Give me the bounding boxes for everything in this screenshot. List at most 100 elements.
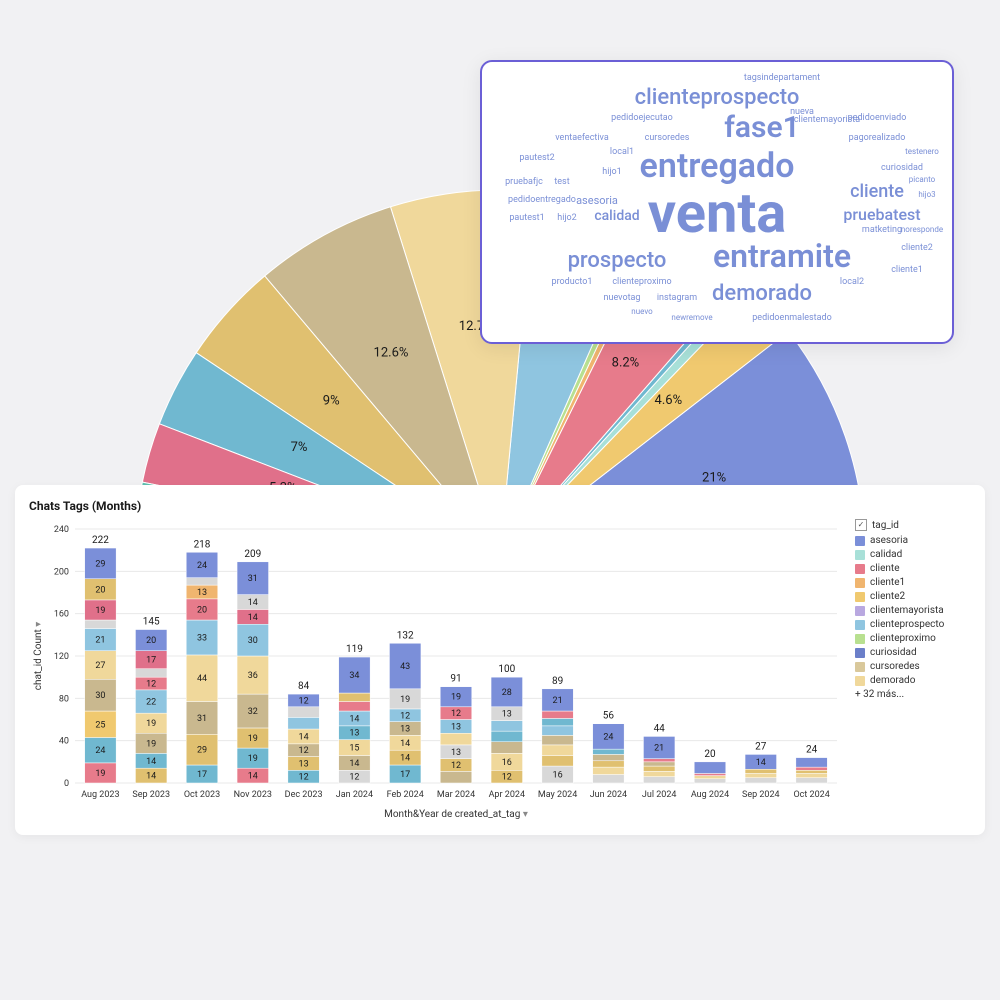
wordcloud-word: cliente2 xyxy=(901,243,933,253)
bar-segment xyxy=(643,771,674,776)
legend-item[interactable]: demorado xyxy=(855,675,975,686)
bar-segment xyxy=(593,724,624,749)
wordcloud-word: cliente xyxy=(850,181,904,202)
legend-item[interactable]: cursoredes xyxy=(855,661,975,672)
bar-segment xyxy=(186,655,217,702)
wordcloud-word: pagorealizado xyxy=(849,133,906,143)
wordcloud-word: nuevo xyxy=(631,307,653,316)
wordcloud-word: producto1 xyxy=(552,277,593,287)
bar-segment xyxy=(745,769,776,773)
bar-segment xyxy=(237,768,268,783)
wordcloud-word: entramite xyxy=(713,237,851,275)
bar-segment xyxy=(135,768,166,783)
svg-text:Nov 2023: Nov 2023 xyxy=(234,790,272,800)
bar-segment xyxy=(135,630,166,651)
bar-segment xyxy=(389,643,420,689)
legend-item[interactable]: clienteproximo xyxy=(855,633,975,644)
legend-item[interactable]: cliente1 xyxy=(855,577,975,588)
bar-segment xyxy=(440,771,471,783)
svg-text:56: 56 xyxy=(603,711,615,722)
bar-segment xyxy=(85,620,116,628)
pie-slice-label: 7% xyxy=(291,440,308,455)
wordcloud-word: local1 xyxy=(610,147,634,157)
svg-text:89: 89 xyxy=(552,676,563,687)
svg-text:Oct 2024: Oct 2024 xyxy=(793,790,829,800)
legend-item[interactable]: asesoria xyxy=(855,535,975,546)
legend-more[interactable]: + 32 más... xyxy=(855,689,975,700)
bar-segment xyxy=(542,766,573,783)
legend-item[interactable]: cliente2 xyxy=(855,591,975,602)
bar-segment xyxy=(186,620,217,655)
legend-item[interactable]: curiosidad xyxy=(855,647,975,658)
bar-segment xyxy=(186,599,217,620)
bar-segment xyxy=(593,754,624,760)
bar-segment xyxy=(593,749,624,754)
pie-slice-label: 21% xyxy=(702,471,726,486)
svg-text:209: 209 xyxy=(244,549,261,560)
wordcloud-word: hijo3 xyxy=(918,190,935,199)
bar-segment xyxy=(135,753,166,768)
bar-segment xyxy=(389,709,420,722)
wordcloud-word: entregado xyxy=(640,146,795,186)
bar-segment xyxy=(85,711,116,737)
bar-segment xyxy=(593,767,624,774)
bar-segment xyxy=(491,753,522,770)
bar-segment xyxy=(440,745,471,759)
wordcloud-word: asesoria xyxy=(576,194,618,207)
bar-chart-card: Chats Tags (Months) 04080120160200240cha… xyxy=(15,485,985,835)
pie-slice-label: 9% xyxy=(323,393,340,408)
bar-segment xyxy=(288,717,319,729)
bar-segment xyxy=(491,742,522,754)
wordcloud-word: clienteprospecto xyxy=(635,85,800,110)
bar-segment xyxy=(796,767,827,770)
legend-item[interactable]: clientemayorista xyxy=(855,605,975,616)
svg-text:240: 240 xyxy=(54,525,69,535)
bar-segment xyxy=(491,731,522,742)
bar-segment xyxy=(237,609,268,624)
bar-segment xyxy=(85,679,116,711)
bar-segment xyxy=(389,735,420,750)
bar-segment xyxy=(85,628,116,650)
bar-segment xyxy=(288,707,319,718)
bar-segment xyxy=(85,737,116,762)
bar-segment xyxy=(542,745,573,756)
wordcloud-word: clientemayorista xyxy=(794,115,860,125)
bar-segment xyxy=(186,702,217,735)
wordcloud-word: instagram xyxy=(657,293,697,303)
bar-segment xyxy=(745,754,776,769)
pie-slice-label: 8.2% xyxy=(612,356,640,371)
bar-segment xyxy=(491,707,522,721)
bar-segment xyxy=(339,693,370,701)
svg-text:27: 27 xyxy=(755,741,767,752)
bar-segment xyxy=(339,770,370,783)
bar-segment xyxy=(237,694,268,728)
legend-item[interactable]: calidad xyxy=(855,549,975,560)
wordcloud-word: hijo2 xyxy=(557,213,577,223)
svg-text:200: 200 xyxy=(54,567,69,577)
svg-text:Apr 2024: Apr 2024 xyxy=(489,790,525,800)
bar-segment xyxy=(440,720,471,734)
bar-segment xyxy=(339,711,370,726)
svg-text:218: 218 xyxy=(194,539,211,550)
bar-segment xyxy=(85,763,116,783)
legend-item[interactable]: clienteprospecto xyxy=(855,619,975,630)
bar-chart-legend: ✓tag_id asesoria calidad cliente cliente1 cli… xyxy=(849,519,975,819)
svg-text:Aug 2023: Aug 2023 xyxy=(81,790,119,800)
legend-header[interactable]: ✓tag_id xyxy=(855,519,975,531)
bar-segment xyxy=(85,548,116,579)
legend-item[interactable]: cliente xyxy=(855,563,975,574)
bar-segment xyxy=(643,759,674,762)
bar-segment xyxy=(85,600,116,620)
bar-segment xyxy=(237,728,268,748)
svg-text:222: 222 xyxy=(92,535,109,546)
bar-segment xyxy=(389,689,420,709)
svg-text:120: 120 xyxy=(54,652,69,662)
svg-text:chat_id Count ▾: chat_id Count ▾ xyxy=(33,622,44,691)
bar-segment xyxy=(643,762,674,766)
wordcloud-word: nuevotag xyxy=(604,293,641,303)
wordcloud-word: clienteproximo xyxy=(612,277,671,287)
bar-segment xyxy=(694,779,725,783)
svg-text:100: 100 xyxy=(498,664,515,675)
wordcloud-word: picanto xyxy=(909,175,936,184)
bar-segment xyxy=(643,766,674,771)
